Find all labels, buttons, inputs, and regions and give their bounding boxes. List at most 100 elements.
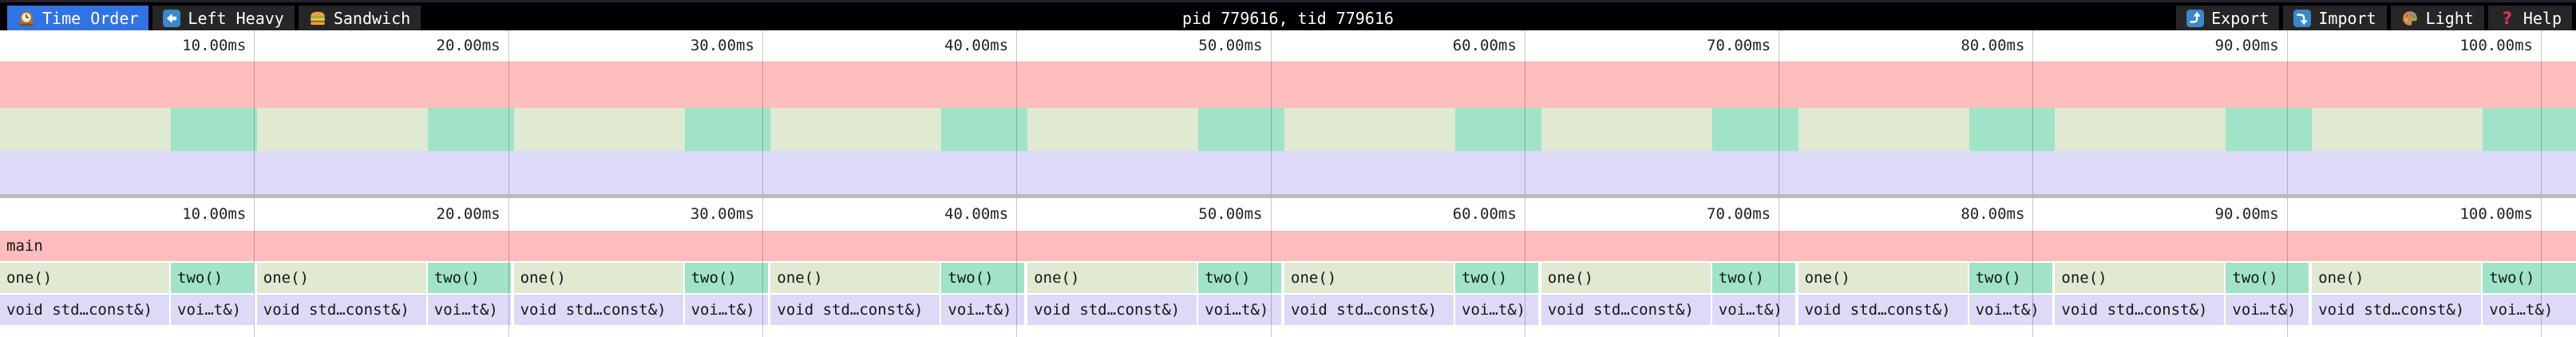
tab-sandwich[interactable]: Sandwich (298, 6, 421, 30)
tick-label: 90.00ms (2214, 37, 2279, 54)
frame-two-child[interactable]: voi…t&) (684, 295, 768, 325)
frame-one[interactable]: one() (1798, 263, 1968, 293)
frame-one[interactable]: one() (0, 263, 169, 293)
frame-one-child[interactable]: void std…const&) (1798, 295, 1968, 325)
export-icon (2186, 9, 2205, 27)
frame-two-child[interactable]: voi…t&) (171, 295, 254, 325)
tick-label: 10.00ms (182, 37, 247, 54)
frame-two[interactable]: two() (1455, 263, 1538, 293)
help-icon: ? (2502, 8, 2512, 28)
frame-one-child[interactable]: void std…const&) (1027, 295, 1197, 325)
minimap-two-block (2483, 108, 2576, 151)
frame-two-child[interactable]: voi…t&) (941, 295, 1025, 325)
frame-one[interactable]: one() (770, 263, 940, 293)
minimap-two-block (1969, 108, 2056, 151)
toolbar: Time Order Left Heavy (0, 0, 2576, 30)
frame-one-child[interactable]: void std…const&) (0, 295, 169, 325)
theme-toggle-button[interactable]: Light (2390, 6, 2484, 30)
view-mode-tabs: Time Order Left Heavy (7, 6, 421, 30)
frame-two-child[interactable]: voi…t&) (1969, 295, 2052, 325)
tab-label: Time Order (42, 8, 139, 28)
frame-two[interactable]: two() (2226, 263, 2309, 293)
flamegraph-view: main one() two() void std…const&) voi…t&) one… (0, 30, 2576, 337)
minimap-main-band (0, 61, 2576, 108)
tick-label: 60.00ms (1452, 205, 1517, 223)
minimap-two-block (1455, 108, 1541, 151)
minimap-two-block (941, 108, 1028, 151)
tab-label: Sandwich (333, 8, 411, 28)
tick-label: 90.00ms (2214, 205, 2279, 223)
tick-label: 40.00ms (944, 205, 1009, 223)
frame-one-child[interactable]: void std…const&) (770, 295, 940, 325)
action-label: Light (2425, 8, 2474, 28)
tick-label: 20.00ms (436, 205, 501, 223)
frame-two[interactable]: two() (1198, 263, 1282, 293)
frame-two[interactable]: two() (427, 263, 511, 293)
palette-icon (2401, 10, 2419, 27)
frame-two-child[interactable]: voi…t&) (1198, 295, 1282, 325)
frame-one[interactable]: one() (256, 263, 426, 293)
minimap-two-block (2226, 108, 2313, 151)
tick-label: 100.00ms (2459, 37, 2533, 54)
action-label: Import (2318, 8, 2376, 28)
action-label: Help (2523, 8, 2562, 28)
frame-two-child[interactable]: voi…t&) (427, 295, 511, 325)
tick-label: 80.00ms (1961, 37, 2025, 54)
tick-label: 100.00ms (2459, 205, 2533, 223)
minimap-two-block (1711, 108, 1798, 151)
minimap-one-band (0, 108, 2576, 151)
frame-two[interactable]: two() (684, 263, 768, 293)
frame-two[interactable]: two() (171, 263, 254, 293)
tick-label: 30.00ms (690, 205, 754, 223)
frame-two[interactable]: two() (1969, 263, 2052, 293)
tick-label: 10.00ms (182, 205, 247, 223)
tab-label: Left Heavy (188, 8, 284, 28)
frame-one-child[interactable]: void std…const&) (1541, 295, 1711, 325)
frame-one-child[interactable]: void std…const&) (2055, 295, 2225, 325)
frame-two-child[interactable]: voi…t&) (2483, 295, 2576, 325)
tab-left-heavy[interactable]: Left Heavy (152, 6, 295, 30)
sandwich-icon (309, 10, 326, 27)
frame-two-child[interactable]: voi…t&) (1711, 295, 1795, 325)
help-button[interactable]: ? Help (2487, 6, 2572, 30)
frame-one-child[interactable]: void std…const&) (1284, 295, 1454, 325)
tick-label: 50.00ms (1198, 37, 1263, 54)
frame-one[interactable]: one() (1541, 263, 1711, 293)
tick-label: 40.00ms (944, 37, 1009, 54)
clock-icon (18, 10, 35, 27)
import-button[interactable]: Import (2283, 6, 2387, 30)
minimap-divider (0, 194, 2576, 198)
tick-label: 50.00ms (1198, 205, 1263, 223)
minimap-two-block (684, 108, 771, 151)
frame-two[interactable]: two() (2483, 263, 2576, 293)
frame-main[interactable]: main (0, 231, 2576, 261)
frame-two[interactable]: two() (941, 263, 1025, 293)
action-label: Export (2211, 8, 2269, 28)
import-icon (2293, 9, 2312, 27)
tick-label: 80.00ms (1961, 205, 2025, 223)
frame-one[interactable]: one() (1284, 263, 1454, 293)
tick-label: 70.00ms (1707, 37, 1771, 54)
frame-one[interactable]: one() (513, 263, 683, 293)
minimap-two-block (171, 108, 257, 151)
tick-label: 60.00ms (1452, 37, 1517, 54)
frame-one[interactable]: one() (1027, 263, 1197, 293)
frame-one-child[interactable]: void std…const&) (256, 295, 426, 325)
tick-label: 20.00ms (436, 37, 501, 54)
export-button[interactable]: Export (2176, 6, 2280, 30)
frame-one[interactable]: one() (2055, 263, 2225, 293)
frame-two[interactable]: two() (1711, 263, 1795, 293)
frame-one-child[interactable]: void std…const&) (513, 295, 683, 325)
minimap-two-block (1198, 108, 1284, 151)
frame-two-child[interactable]: voi…t&) (2226, 295, 2309, 325)
minimap-child-band (0, 151, 2576, 194)
frame-one-child[interactable]: void std…const&) (2312, 295, 2482, 325)
frame-two-child[interactable]: voi…t&) (1455, 295, 1538, 325)
tick-label: 30.00ms (690, 37, 754, 54)
gridline (254, 197, 255, 337)
minimap[interactable] (0, 61, 2576, 194)
tab-time-order[interactable]: Time Order (7, 6, 149, 30)
frame-one[interactable]: one() (2312, 263, 2482, 293)
left-arrow-icon (163, 9, 181, 27)
